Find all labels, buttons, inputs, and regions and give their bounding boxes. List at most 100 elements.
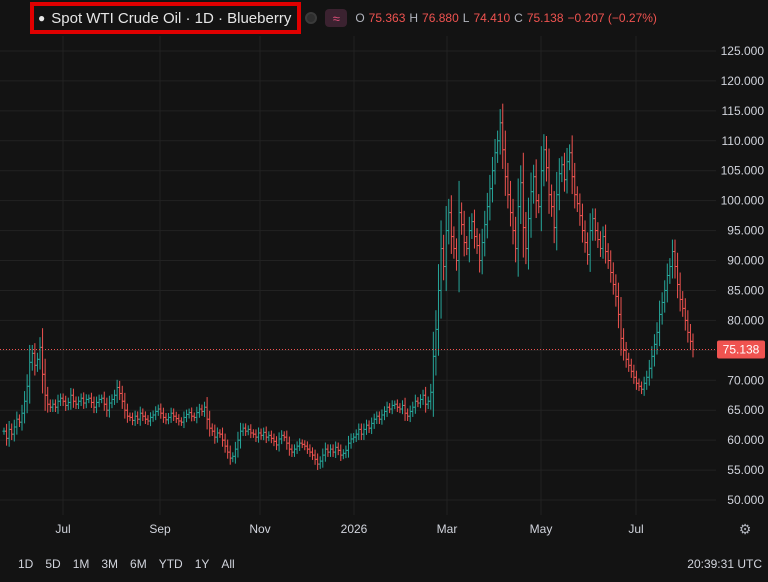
ohlc-bar: [382, 406, 387, 421]
ohlc-bar: [596, 222, 600, 248]
ohlc-bar: [344, 445, 348, 459]
range-1y-button[interactable]: 1Y: [194, 556, 210, 571]
low-label: L: [462, 11, 470, 25]
range-5d-button[interactable]: 5D: [45, 556, 61, 571]
ohlc-bar: [15, 411, 19, 435]
symbol-title[interactable]: Spot WTI Crude Oil · 1D · Blueberry: [51, 9, 292, 27]
ohlc-values: O 75.363 H 76.880 L 74.410 C 75.138 −0.207 (…: [355, 11, 657, 25]
ohlc-bar: [133, 410, 137, 426]
ohlc-bar: [35, 352, 40, 372]
symbol-title-box[interactable]: ● Spot WTI Crude Oil · 1D · Blueberry: [30, 2, 302, 34]
ohlc-bar: [514, 216, 518, 263]
ohlc-bar: [511, 198, 515, 245]
ohlc-bar: [681, 291, 685, 317]
ohlc-bar: [244, 423, 248, 436]
ohlc-bar: [460, 202, 464, 235]
range-1d-button[interactable]: 1D: [18, 556, 34, 571]
change-value: −0.207 (−0.27%): [567, 11, 657, 25]
ohlc-bar: [107, 395, 112, 418]
close-value: 75.138: [526, 11, 564, 25]
x-tick-label: May: [530, 522, 553, 536]
y-tick-label: 105.000: [721, 164, 765, 178]
ohlc-bar: [480, 228, 484, 275]
ohlc-bar: [657, 300, 662, 347]
ohlc-bar: [521, 152, 525, 258]
ohlc-bar: [621, 328, 626, 361]
open-value: 75.363: [368, 11, 406, 25]
ohlc-bar: [89, 392, 94, 408]
ohlc-bar: [598, 231, 603, 257]
ohlc-bar: [323, 442, 327, 462]
approx-indicator-icon[interactable]: ≈: [325, 9, 348, 27]
chart-settings-icon[interactable]: ⚙: [738, 521, 752, 537]
y-tick-label: 80.000: [727, 313, 764, 327]
ohlc-bar: [274, 436, 279, 451]
ohlc-bar: [418, 394, 423, 409]
ohlc-bar: [154, 406, 158, 421]
ohlc-bar: [197, 403, 201, 418]
ohlc-bar: [534, 159, 538, 219]
y-tick-label: 115.000: [722, 104, 765, 118]
ohlc-bar: [416, 397, 420, 408]
ohlc-bar: [102, 391, 106, 411]
ohlc-bar: [629, 358, 633, 378]
ohlc-bar: [220, 427, 225, 447]
ohlc-bar: [449, 195, 453, 254]
ohlc-bar: [231, 452, 235, 463]
ohlc-bar: [287, 436, 291, 456]
ohlc-bar: [475, 228, 479, 254]
ohlc-bar: [498, 109, 502, 155]
ohlc-bar: [426, 396, 430, 410]
ohlc-bar: [442, 234, 446, 281]
range-1m-button[interactable]: 1M: [72, 556, 90, 571]
range-6m-button[interactable]: 6M: [130, 556, 147, 571]
range-all-button[interactable]: All: [221, 556, 235, 571]
ohlc-bar: [424, 386, 428, 413]
y-tick-label: 95.000: [727, 224, 764, 238]
ohlc-bar: [663, 280, 667, 313]
chart-grid: [0, 36, 716, 515]
market-status-icon[interactable]: [305, 12, 318, 24]
ohlc-bar: [601, 226, 605, 259]
range-3m-button[interactable]: 3M: [101, 556, 119, 571]
ohlc-bar: [539, 146, 543, 232]
ohlc-bar: [683, 298, 687, 331]
ohlc-bar: [436, 264, 441, 356]
ohlc-bar: [367, 420, 371, 433]
ohlc-bar: [624, 341, 628, 368]
x-tick-label: Nov: [249, 522, 270, 536]
ohlc-bar: [100, 394, 104, 404]
ohlc-bar: [20, 404, 24, 431]
ohlc-bar: [398, 403, 402, 414]
ohlc-bar: [17, 414, 22, 427]
ohlc-bar: [562, 152, 567, 192]
range-ytd-button[interactable]: YTD: [158, 556, 183, 571]
ohlc-bar: [305, 441, 309, 454]
ohlc-bar: [413, 394, 417, 414]
ohlc-bar: [585, 232, 590, 265]
ohlc-bar: [58, 393, 63, 407]
y-tick-label: 90.000: [727, 254, 764, 268]
ohlc-bar: [66, 397, 70, 411]
ohlc-bar: [138, 406, 142, 426]
ohlc-bar: [452, 226, 456, 259]
ohlc-bar: [290, 444, 294, 457]
ohlc-bar: [665, 263, 669, 303]
ohlc-bar: [567, 144, 572, 171]
ohlc-bar: [537, 194, 541, 214]
ohlc-bar: [519, 165, 523, 225]
x-tick-label: Sep: [149, 522, 171, 536]
ohlc-bar: [38, 337, 42, 370]
ohlc-bar: [570, 135, 574, 195]
x-tick-label: Mar: [437, 522, 458, 536]
ohlc-bar: [467, 216, 471, 263]
x-tick-label: 2026: [341, 522, 368, 536]
ohlc-bar: [249, 424, 253, 439]
ohlc-bar: [213, 424, 217, 444]
last-price-badge: [717, 340, 765, 359]
ohlc-bar: [313, 449, 317, 465]
ohlc-bar: [580, 203, 585, 243]
ohlc-bar: [483, 210, 487, 257]
